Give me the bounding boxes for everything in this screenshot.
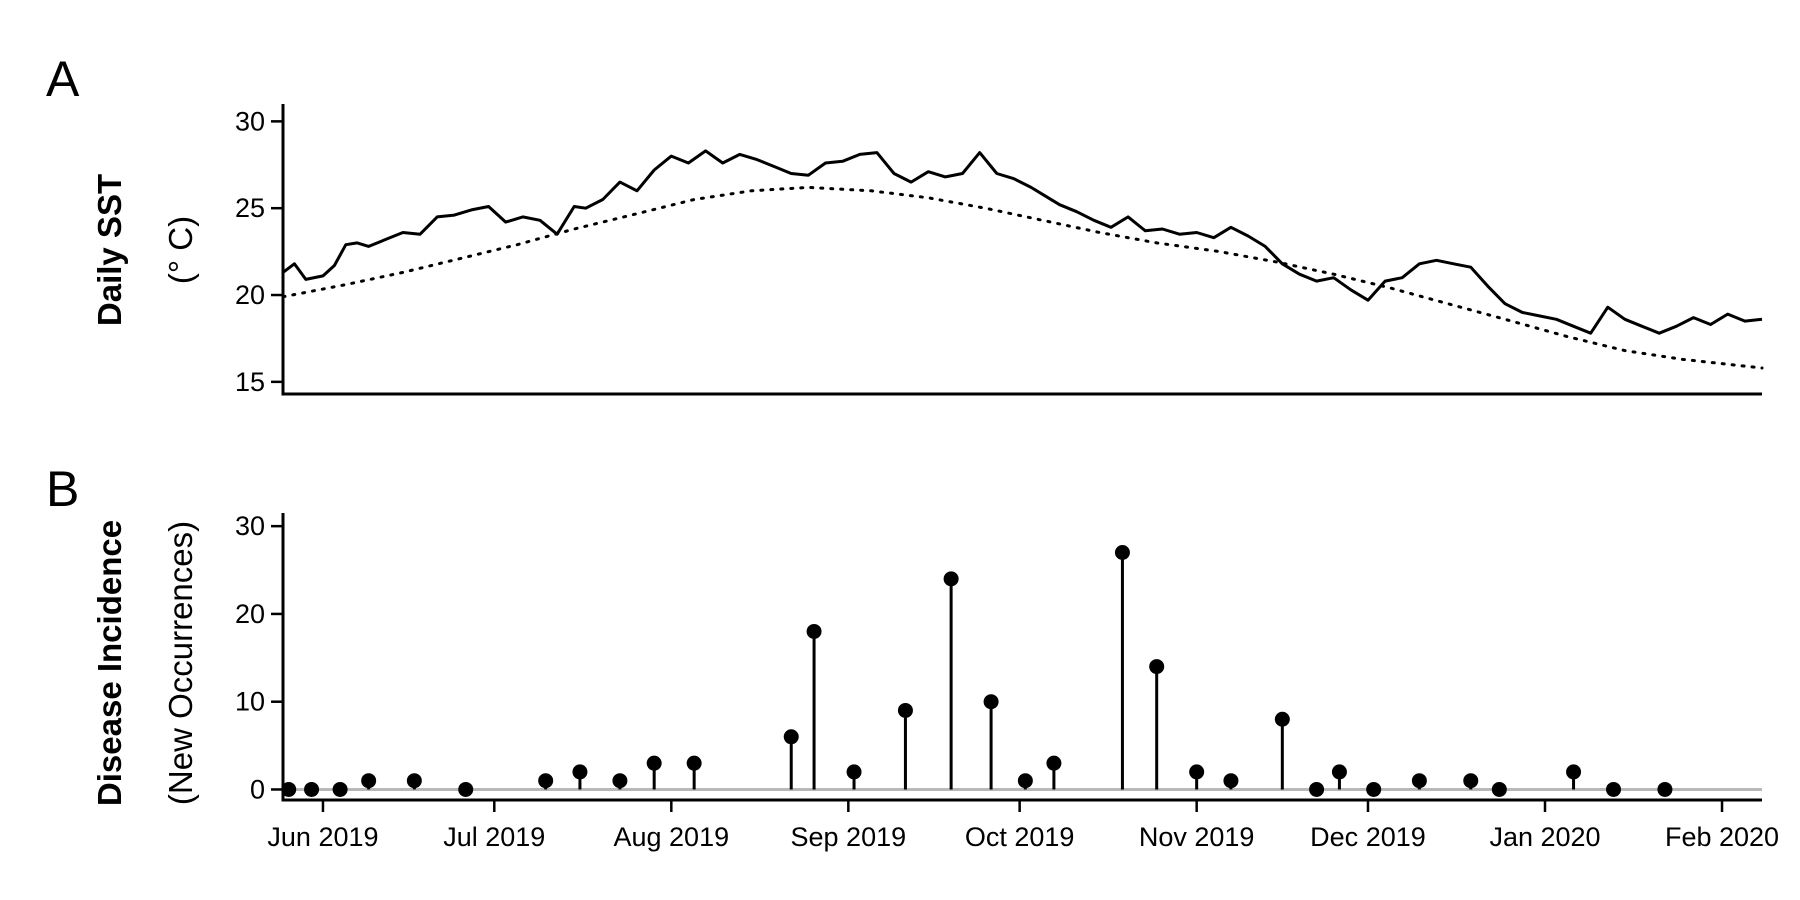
panel-b-plot: 0 10 20 30 Jun 2019 Jul 2019 Aug 2019 Sep 2019 O… <box>235 511 1779 852</box>
incidence-point <box>332 781 348 797</box>
incidence-point <box>1606 781 1622 797</box>
incidence-point <box>1189 764 1205 780</box>
incidence-point <box>1463 773 1479 789</box>
incidence-point <box>1223 773 1239 789</box>
panel-a-ylabel: Daily SST <box>91 174 128 326</box>
incidence-point <box>1331 764 1347 780</box>
incidence-point <box>943 571 959 587</box>
incidence-point <box>304 781 320 797</box>
incidence-point <box>1149 659 1165 675</box>
incidence-point <box>406 773 422 789</box>
incidence-point <box>361 773 377 789</box>
incidence-point <box>572 764 588 780</box>
x-tick-label: Jan 2020 <box>1489 822 1600 852</box>
panel-b-ylabel-units: (New Occurrences) <box>162 521 199 805</box>
x-tick-label: Oct 2019 <box>965 822 1075 852</box>
incidence-point <box>281 781 297 797</box>
incidence-point <box>983 694 999 710</box>
panel-b-y-tick-label: 0 <box>250 774 265 804</box>
panel-a-y-tick-label: 25 <box>235 193 265 223</box>
panel-a-ylabel-units: (° C) <box>162 216 199 284</box>
incidence-point <box>806 623 822 639</box>
incidence-point <box>612 773 628 789</box>
incidence-point <box>686 755 702 771</box>
incidence-point <box>1114 544 1130 560</box>
sst-climatology-line <box>281 185 1764 370</box>
incidence-point <box>1046 755 1062 771</box>
incidence-point <box>458 781 474 797</box>
incidence-point <box>783 729 799 745</box>
incidence-point <box>1411 773 1427 789</box>
x-tick-label: Nov 2019 <box>1139 822 1255 852</box>
incidence-point <box>897 702 913 718</box>
incidence-point <box>538 773 554 789</box>
incidence-point <box>846 764 862 780</box>
incidence-point <box>1657 781 1673 797</box>
incidence-point <box>1366 781 1382 797</box>
panel-b-letter: B <box>46 461 79 517</box>
x-tick-label: Sep 2019 <box>791 822 907 852</box>
x-tick-label: Dec 2019 <box>1310 822 1426 852</box>
x-tick-label: Aug 2019 <box>614 822 730 852</box>
panel-a-plot: 15 20 25 30 <box>235 104 1764 397</box>
incidence-point <box>1566 764 1582 780</box>
incidence-point <box>1309 781 1325 797</box>
panel-a-y-tick-label: 20 <box>235 280 265 310</box>
incidence-point <box>1017 773 1033 789</box>
panel-b-ylabel: Disease Incidence <box>91 520 128 806</box>
x-tick-label: Feb 2020 <box>1665 822 1779 852</box>
panel-a-y-tick-label: 15 <box>235 367 265 397</box>
panel-b-y-tick-label: 20 <box>235 599 265 629</box>
incidence-point <box>646 755 662 771</box>
panel-a-letter: A <box>46 51 80 107</box>
panel-b-y-tick-label: 10 <box>235 687 265 717</box>
x-tick-label: Jun 2019 <box>267 822 378 852</box>
sst-daily-line <box>282 149 1763 335</box>
incidence-point <box>1491 781 1507 797</box>
panel-b-y-tick-label: 30 <box>235 511 265 541</box>
x-tick-label: Jul 2019 <box>443 822 545 852</box>
incidence-point <box>1274 711 1290 727</box>
panel-a-y-tick-label: 30 <box>235 106 265 136</box>
